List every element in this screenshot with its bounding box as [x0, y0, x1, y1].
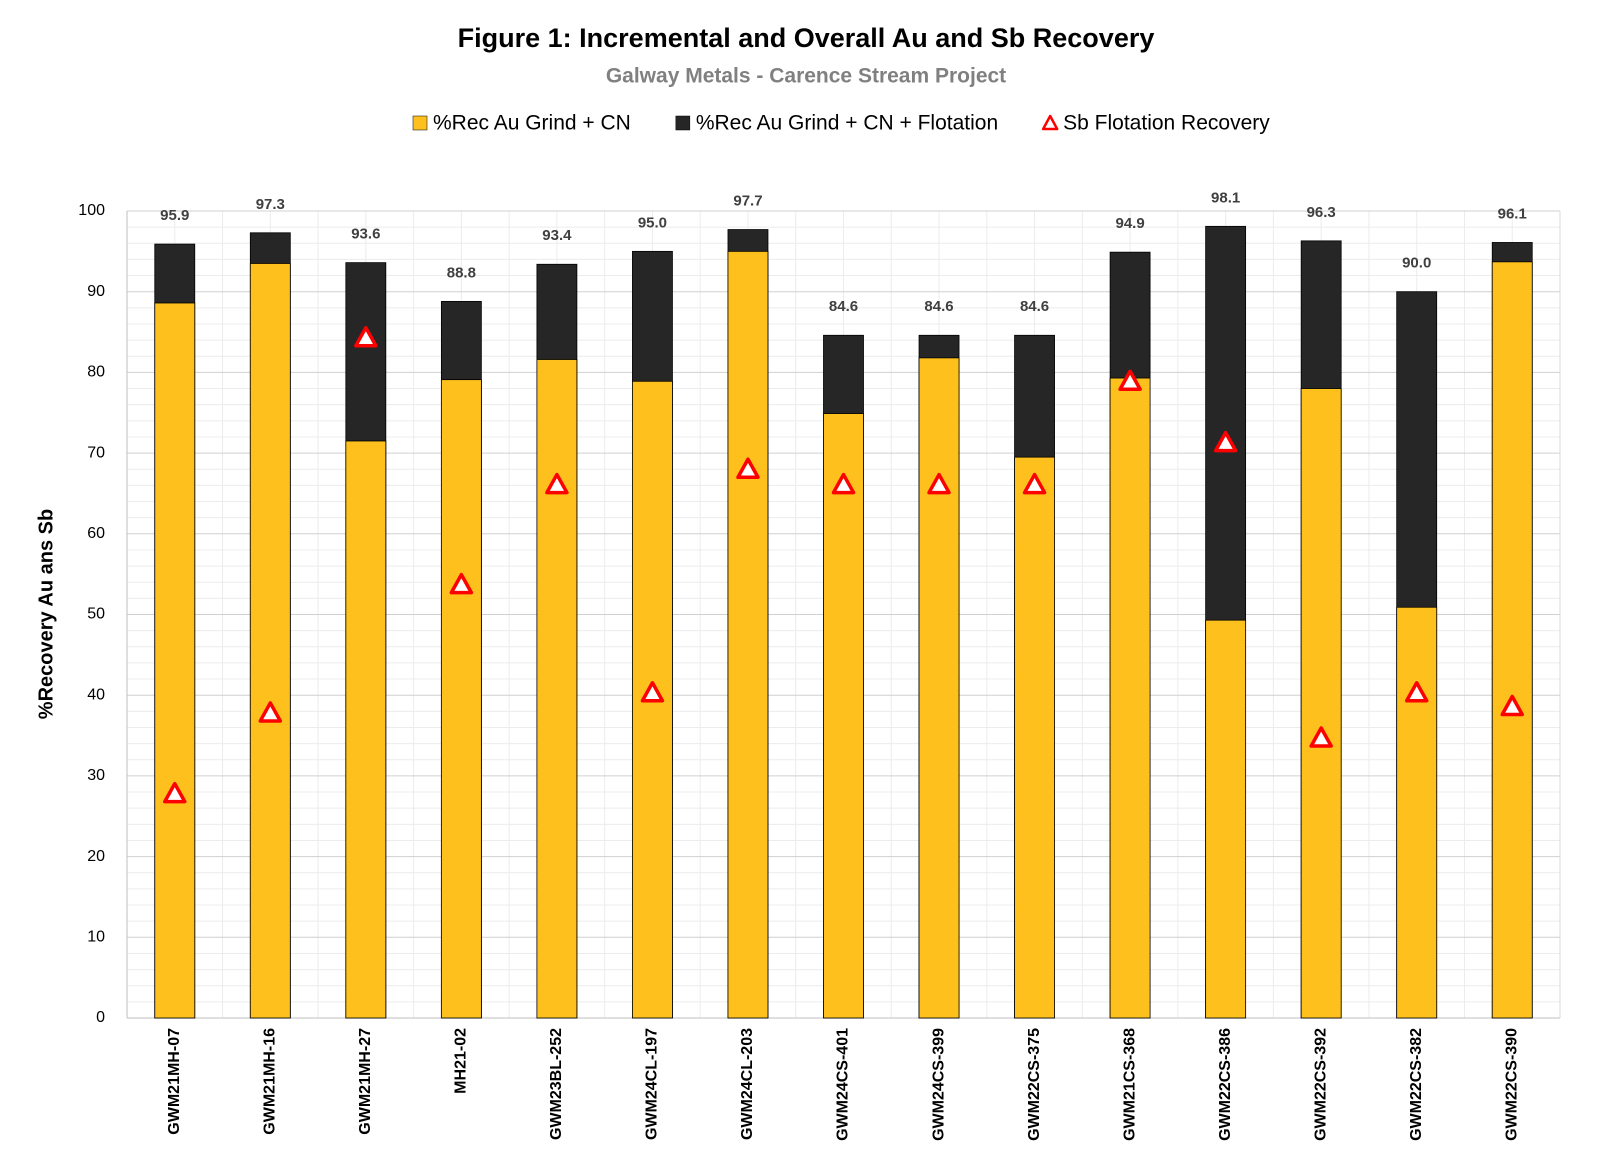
- legend-label: %Rec Au Grind + CN + Flotation: [696, 112, 998, 135]
- y-axis-label: %Recovery Au ans Sb: [35, 509, 57, 719]
- marker: [1309, 726, 1333, 748]
- x-tick-label: GWM21CS-368: [1121, 1028, 1138, 1141]
- y-tick-label: 100: [78, 202, 105, 219]
- x-tick-label: GWM22CS-375: [1026, 1028, 1043, 1141]
- data-label: 90.0: [1402, 255, 1431, 272]
- x-tick-label: MH21-02: [453, 1028, 470, 1094]
- data-label: 97.3: [256, 196, 285, 213]
- y-tick-label: 10: [87, 929, 105, 946]
- x-tick-label: GWM24CL-203: [739, 1028, 756, 1140]
- y-tick-label: 40: [87, 686, 105, 703]
- data-label: 95.0: [638, 214, 667, 231]
- legend-label: %Rec Au Grind + CN: [433, 112, 631, 135]
- data-label: 84.6: [924, 298, 953, 315]
- x-tick-label: GWM22CS-382: [1408, 1028, 1425, 1141]
- bar: [727, 250, 769, 1019]
- legend-swatch: [412, 115, 428, 131]
- marker: [1022, 472, 1047, 495]
- y-tick-label: 30: [87, 767, 105, 784]
- legend-swatch: [675, 115, 691, 131]
- bar: [154, 302, 196, 1019]
- legend-label: Sb Flotation Recovery: [1063, 112, 1270, 135]
- marker: [927, 472, 951, 495]
- data-label: 94.9: [1115, 215, 1144, 232]
- y-tick-label: 70: [87, 444, 105, 461]
- data-label: 96.3: [1307, 204, 1336, 221]
- data-label: 88.8: [447, 264, 476, 281]
- x-tick-label: GWM24CL-197: [644, 1028, 661, 1140]
- x-tick-label: GWM22CS-390: [1503, 1028, 1520, 1141]
- marker: [831, 472, 856, 495]
- x-tick-label: GWM23BL-252: [548, 1028, 565, 1140]
- marker: [1500, 694, 1524, 717]
- x-tick-label: GWM21MH-07: [166, 1028, 183, 1135]
- marker: [163, 781, 187, 804]
- bar: [249, 263, 291, 1019]
- chart-title: Figure 1: Incremental and Overall Au and…: [458, 23, 1155, 53]
- data-label: 93.4: [542, 227, 572, 244]
- x-tick-label: GWM21MH-16: [262, 1028, 279, 1135]
- data-label: 95.9: [160, 207, 189, 224]
- marker: [1118, 369, 1142, 392]
- bar: [1396, 606, 1438, 1019]
- x-tick-label: GWM21MH-27: [357, 1028, 374, 1135]
- bar: [918, 357, 960, 1019]
- data-label: 97.7: [733, 193, 762, 210]
- bar: [1205, 619, 1247, 1019]
- data-label: 98.1: [1211, 189, 1240, 206]
- y-tick-label: 50: [87, 606, 105, 623]
- bar: [440, 379, 482, 1019]
- data-label: 84.6: [1020, 298, 1049, 315]
- y-tick-label: 90: [87, 283, 105, 300]
- data-label: 84.6: [829, 298, 858, 315]
- marker: [1404, 681, 1429, 703]
- bar: [1300, 388, 1342, 1019]
- x-tick-label: GWM22CS-386: [1217, 1028, 1234, 1141]
- marker: [258, 701, 283, 723]
- x-tick-label: GWM22CS-392: [1312, 1028, 1329, 1141]
- marker: [545, 472, 569, 495]
- marker: [449, 572, 474, 595]
- marker: [1213, 430, 1238, 453]
- y-tick-label: 80: [87, 364, 105, 381]
- y-tick-label: 60: [87, 525, 105, 542]
- chart-subtitle: Galway Metals - Carence Stream Project: [606, 65, 1006, 88]
- x-tick-label: GWM24CS-401: [835, 1028, 852, 1141]
- bar: [536, 359, 578, 1019]
- marker: [354, 325, 378, 348]
- marker: [736, 457, 760, 479]
- marker: [640, 681, 665, 703]
- x-tick-label: GWM24CS-399: [930, 1028, 947, 1141]
- bar: [1014, 456, 1055, 1019]
- legend-marker: [1041, 114, 1059, 131]
- bar: [345, 440, 387, 1019]
- data-label: 96.1: [1498, 205, 1527, 222]
- y-tick-label: 20: [87, 848, 105, 865]
- data-label: 93.6: [351, 226, 380, 243]
- bar: [1491, 261, 1533, 1019]
- bar: [1109, 377, 1151, 1019]
- y-tick-label: 0: [96, 1009, 105, 1026]
- bar: [823, 413, 864, 1019]
